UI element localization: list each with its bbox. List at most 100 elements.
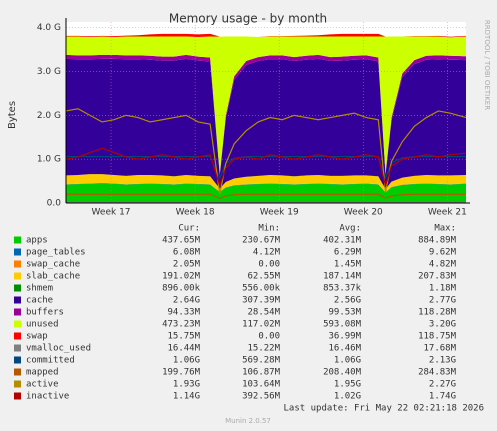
legend-label: shmem (26, 284, 53, 294)
legend-stat: 1.95G (334, 380, 361, 390)
legend-label: slab_cache (26, 272, 80, 282)
legend-label: page_tables (26, 248, 86, 258)
legend-stat: 593.08M (323, 320, 362, 330)
legend-stat: 1.18M (429, 284, 457, 294)
y-tick-label: 1.0 G (37, 155, 61, 165)
legend-stat: 2.27G (429, 380, 456, 390)
legend-stat: 1.45M (334, 260, 362, 270)
legend-stat: 1.93G (173, 380, 200, 390)
legend-stat: 1.06G (173, 356, 200, 366)
y-tick-label: 0.0 (47, 199, 62, 209)
x-tick-label: Week 18 (176, 208, 215, 218)
legend-stat: 2.56G (334, 296, 361, 306)
legend-label: vmalloc_used (26, 344, 91, 354)
legend-stat: 473.23M (162, 320, 201, 330)
legend-stat: 1.74G (429, 392, 456, 402)
y-axis-label: Bytes (7, 101, 18, 129)
legend-stat: 94.33M (167, 308, 200, 318)
legend-stat: 9.62M (429, 248, 457, 258)
legend-stat: 3.20G (429, 320, 456, 330)
legend-swatch (14, 392, 21, 400)
legend-column-header: Avg: (339, 224, 361, 234)
legend-swatch (14, 368, 21, 376)
legend-stat: 853.37k (323, 284, 362, 294)
chart-title: Memory usage - by month (169, 12, 327, 26)
legend-stat: 15.22M (247, 344, 280, 354)
legend-stat: 569.28M (242, 356, 281, 366)
legend-stat: 1.06G (334, 356, 361, 366)
legend-stat: 2.13G (429, 356, 456, 366)
area (66, 36, 466, 174)
legend-stat: 118.28M (418, 308, 457, 318)
legend-label: committed (26, 356, 75, 366)
line (65, 108, 467, 195)
legend-stat: 199.76M (162, 368, 201, 378)
x-tick-label: Week 20 (344, 208, 383, 218)
legend-stat: 106.87M (242, 368, 281, 378)
legend-swatch (14, 380, 21, 388)
legend-stat: 284.83M (418, 368, 457, 378)
legend-swatch (14, 236, 21, 244)
legend-stat: 17.68M (423, 344, 456, 354)
legend-stat: 392.56M (242, 392, 281, 402)
legend-swatch (14, 356, 21, 364)
legend-stat: 2.77G (429, 296, 456, 306)
legend-stat: 896.00k (162, 284, 201, 294)
last-update: Last update: Fri May 22 02:21:18 2026 (284, 404, 484, 414)
y-tick-label: 4.0 G (37, 23, 61, 33)
legend-swatch (14, 332, 21, 340)
legend-stat: 208.40M (323, 368, 362, 378)
legend-label: inactive (26, 392, 69, 402)
legend-label: cache (26, 296, 53, 306)
legend-label: buffers (26, 308, 64, 318)
legend-stat: 207.83M (418, 272, 457, 282)
line-layer (65, 108, 467, 203)
area (66, 174, 466, 193)
legend-stat: 36.99M (328, 332, 361, 342)
legend-stat: 16.44M (167, 344, 200, 354)
legend-label: mapped (26, 368, 59, 378)
watermark: RRDTOOL / TOBI OETIKER (483, 20, 491, 110)
area (66, 33, 466, 38)
x-tick-label: Week 21 (428, 208, 467, 218)
y-tick-label: 3.0 G (37, 67, 61, 77)
legend-swatch (14, 284, 21, 292)
x-tick-label: Week 17 (92, 208, 131, 218)
legend-stat: 4.12M (253, 248, 281, 258)
line (66, 193, 466, 199)
legend-label: swap_cache (26, 260, 80, 270)
x-tick-label: Week 19 (260, 208, 299, 218)
legend-column-header: Max: (434, 224, 456, 234)
legend-stat: 402.31M (323, 236, 362, 246)
legend-swatch (14, 320, 21, 328)
legend-stat: 437.65M (162, 236, 201, 246)
legend-stat: 1.02G (334, 392, 361, 402)
legend: Cur: Min: Avg: Max: apps 437.65M 230.67M 402.31… (14, 224, 457, 402)
legend-stat: 6.29M (334, 248, 362, 258)
legend-stat: 191.02M (162, 272, 201, 282)
line (65, 147, 467, 188)
legend-stat: 0.00 (258, 260, 280, 270)
footer: Munin 2.0.57 (225, 417, 271, 425)
axes-layer: 0.0 1.0 G 2.0 G 3.0 G 4.0 G Week 17 Week 18 Wee… (37, 18, 470, 218)
legend-stat: 230.67M (242, 236, 281, 246)
legend-stat: 4.82M (429, 260, 457, 270)
legend-label: active (26, 380, 59, 390)
legend-column-header: Cur: (178, 224, 200, 234)
legend-stat: 1.14G (173, 392, 200, 402)
legend-stat: 307.39M (242, 296, 281, 306)
legend-label: apps (26, 236, 48, 246)
legend-label: unused (26, 320, 59, 330)
legend-stat: 118.75M (418, 332, 457, 342)
y-tick-label: 2.0 G (37, 111, 61, 121)
legend-stat: 884.89M (418, 236, 457, 246)
legend-stat: 16.46M (328, 344, 361, 354)
legend-swatch (14, 260, 21, 268)
legend-stat: 2.05M (173, 260, 201, 270)
legend-stat: 2.64G (173, 296, 200, 306)
legend-column-header: Min: (258, 224, 280, 234)
area (66, 183, 466, 203)
legend-stat: 6.08M (173, 248, 201, 258)
legend-stat: 103.64M (242, 380, 281, 390)
